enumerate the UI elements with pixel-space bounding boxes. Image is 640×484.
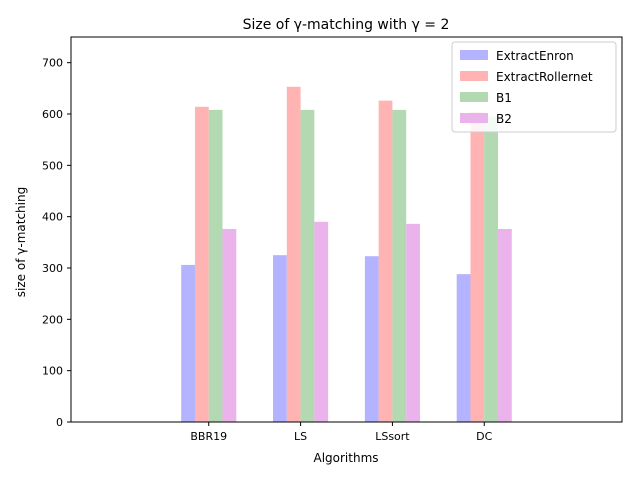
bars-layer	[181, 86, 512, 423]
x-tick-label: DC	[476, 430, 492, 443]
x-tick-label: LS	[294, 430, 307, 443]
legend-swatch	[460, 92, 488, 102]
y-tick-label: 500	[42, 159, 63, 172]
bar-2-LS	[286, 86, 301, 422]
plot-frame	[70, 36, 623, 423]
x-tick-label: LSsort	[375, 430, 410, 443]
legend-swatch	[460, 50, 488, 60]
bar-3-LS	[300, 109, 315, 422]
y-tick-label: 0	[56, 416, 63, 429]
bar-2-DC	[470, 111, 485, 423]
bar-4-DC	[498, 228, 512, 422]
series-2	[194, 86, 485, 423]
legend-swatch	[460, 71, 488, 81]
bar-2-BBR19	[194, 106, 209, 423]
bar-1-LSsort	[364, 256, 379, 422]
y-tick-label: 300	[42, 262, 63, 275]
legend-label: ExtractRollernet	[496, 70, 593, 84]
series-3	[208, 109, 499, 423]
bar-1-DC	[456, 274, 471, 422]
legend-label: B2	[496, 112, 512, 126]
bar-3-BBR19	[208, 109, 223, 422]
bar-2-LSsort	[378, 100, 393, 423]
y-axis-label: size of γ-matching	[14, 187, 28, 297]
bar-3-LSsort	[392, 109, 407, 422]
bar-4-BBR19	[222, 228, 237, 422]
y-tick-label: 600	[42, 108, 63, 121]
y-tick-label: 700	[42, 57, 63, 70]
bar-1-BBR19	[181, 264, 195, 422]
y-tick-label: 400	[42, 211, 63, 224]
legend-item: B1	[460, 91, 512, 105]
legend-box	[451, 41, 617, 133]
axes-layer: 0 100 200 300 400 500 600 700 BBR19 LS LSsort DC	[42, 36, 623, 443]
legend-swatch	[460, 113, 488, 123]
y-tick-label: 200	[42, 313, 63, 326]
bar-3-DC	[484, 116, 499, 423]
series-4	[222, 221, 512, 422]
x-tick-label: BBR19	[190, 430, 227, 443]
y-tick-label: 100	[42, 365, 63, 378]
series-1	[181, 255, 471, 422]
bar-1-LS	[273, 255, 287, 422]
bar-4-LSsort	[406, 223, 420, 422]
bar-4-LS	[314, 221, 329, 422]
x-axis-label: Algorithms	[313, 451, 378, 465]
legend: ExtractEnron ExtractRollernet B1 B2	[451, 41, 617, 133]
legend-label: B1	[496, 91, 512, 105]
legend-item: ExtractEnron	[460, 49, 574, 63]
legend-item: B2	[460, 112, 512, 126]
legend-item: ExtractRollernet	[460, 70, 593, 84]
legend-label: ExtractEnron	[496, 49, 574, 63]
chart-title: Size of γ-matching with γ = 2	[243, 17, 450, 33]
